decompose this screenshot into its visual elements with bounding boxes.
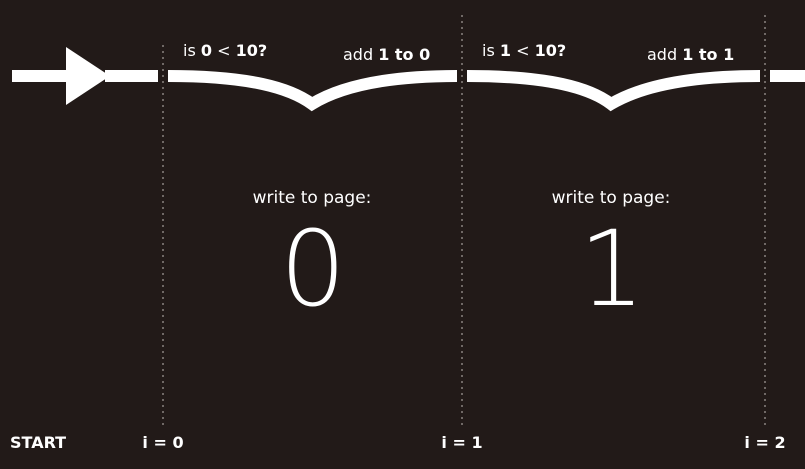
- loop-2-increment-label: add 1 to 1: [647, 45, 734, 64]
- loop-1-check-label: is 0 < 10?: [183, 41, 267, 60]
- loop-1-path: [167, 70, 458, 112]
- start-label: START: [10, 433, 66, 452]
- loop-1-increment-label: add 1 to 0: [343, 45, 430, 64]
- loop-1-output: 0: [280, 208, 346, 330]
- loop-2-write-label: write to page:: [552, 188, 671, 208]
- loop-2-output: 1: [579, 208, 645, 330]
- loop-1-write-label: write to page:: [253, 188, 372, 208]
- i1-label: i = 1: [441, 433, 482, 452]
- i2-label: i = 2: [744, 433, 785, 452]
- loop-2-path: [466, 70, 761, 112]
- arrow-right-icon: [12, 47, 110, 105]
- i0-label: i = 0: [142, 433, 183, 452]
- loop-2-check-label: is 1 < 10?: [482, 41, 566, 60]
